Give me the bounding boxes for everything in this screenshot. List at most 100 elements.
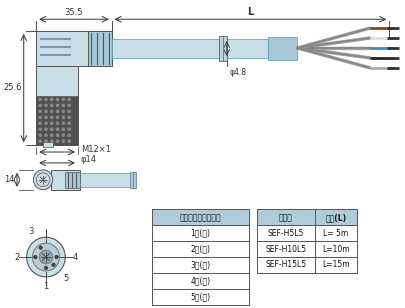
Circle shape [39,104,41,107]
Bar [152,209,248,225]
Circle shape [51,128,53,130]
Bar [36,66,78,145]
Text: 1: 1 [43,282,49,291]
Circle shape [56,128,59,130]
Circle shape [45,134,47,136]
Text: 14: 14 [4,175,15,184]
Circle shape [51,140,53,142]
Text: コネクタービン配置: コネクタービン配置 [179,213,221,222]
Text: 3: 3 [29,227,34,236]
Bar [152,257,248,273]
Text: φ14: φ14 [81,156,96,164]
Circle shape [56,98,59,101]
Circle shape [51,263,55,266]
Circle shape [39,122,41,124]
Circle shape [51,98,53,101]
Circle shape [62,128,64,130]
Bar [152,273,248,289]
Circle shape [27,237,65,277]
Circle shape [34,255,37,259]
Text: L=15m: L=15m [322,261,349,270]
Text: SEF-H10L5: SEF-H10L5 [264,245,305,253]
Circle shape [39,134,41,136]
Circle shape [39,246,42,249]
Text: 25.6: 25.6 [3,83,22,92]
Circle shape [55,255,58,259]
Text: 2－(白): 2－(白) [190,245,210,253]
Bar [314,225,356,241]
Circle shape [56,110,59,113]
Circle shape [45,110,47,113]
Bar [218,36,226,61]
Bar [36,95,78,145]
Circle shape [45,128,47,130]
Circle shape [45,98,47,101]
Circle shape [51,134,53,136]
Circle shape [62,122,64,124]
Circle shape [62,116,64,119]
Circle shape [68,116,70,119]
Circle shape [51,104,53,107]
Circle shape [68,122,70,124]
Text: L=10m: L=10m [322,245,349,253]
Circle shape [62,140,64,142]
Circle shape [62,98,64,101]
Bar [80,173,133,187]
Bar [314,241,356,257]
Circle shape [68,104,70,107]
Text: SEF-H5L5: SEF-H5L5 [267,229,303,238]
Circle shape [68,140,70,142]
Circle shape [62,134,64,136]
Text: L: L [246,7,252,17]
Circle shape [51,122,53,124]
Bar [152,289,248,305]
Circle shape [56,134,59,136]
Text: 4: 4 [72,253,77,261]
Circle shape [56,122,59,124]
Bar [87,31,111,66]
Circle shape [36,173,50,187]
Bar [314,257,356,273]
Circle shape [39,98,41,101]
Circle shape [33,170,53,190]
Circle shape [68,98,70,101]
Circle shape [45,140,47,142]
Text: 1－(茶): 1－(茶) [190,229,210,238]
Circle shape [39,140,41,142]
Circle shape [39,116,41,119]
Circle shape [32,243,60,271]
Circle shape [56,116,59,119]
Text: 4－(黒): 4－(黒) [190,276,210,285]
Bar [65,172,80,188]
Circle shape [56,104,59,107]
Text: 2: 2 [14,253,19,261]
Circle shape [51,110,53,113]
Circle shape [62,110,64,113]
Circle shape [39,128,41,130]
Bar [256,257,314,273]
Circle shape [45,122,47,124]
Bar [268,37,296,60]
Bar [314,209,356,225]
Circle shape [56,140,59,142]
Text: 形　式: 形 式 [278,213,292,222]
Circle shape [68,128,70,130]
Circle shape [68,110,70,113]
Text: L= 5m: L= 5m [322,229,348,238]
Bar [130,172,136,188]
Text: 5－(灰): 5－(灰) [190,292,210,301]
Circle shape [44,266,48,270]
Circle shape [45,104,47,107]
Bar [256,241,314,257]
Bar [111,39,268,58]
Text: 35.5: 35.5 [64,8,83,17]
Text: M12×1: M12×1 [81,144,111,154]
Circle shape [62,104,64,107]
Text: 3－(青): 3－(青) [190,261,210,270]
Circle shape [68,134,70,136]
Bar [43,142,53,147]
Text: 5: 5 [64,274,69,282]
Bar [152,241,248,257]
Circle shape [45,116,47,119]
Bar [256,209,314,225]
